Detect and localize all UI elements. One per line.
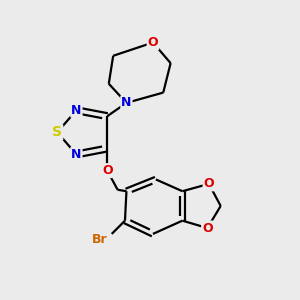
Text: Br: Br [92, 233, 108, 246]
Text: O: O [202, 221, 213, 235]
Text: N: N [121, 96, 132, 110]
Text: O: O [204, 177, 214, 190]
Text: O: O [102, 164, 112, 177]
Text: O: O [148, 36, 158, 49]
Text: N: N [71, 104, 82, 117]
Text: S: S [52, 125, 62, 139]
Text: N: N [71, 148, 82, 161]
